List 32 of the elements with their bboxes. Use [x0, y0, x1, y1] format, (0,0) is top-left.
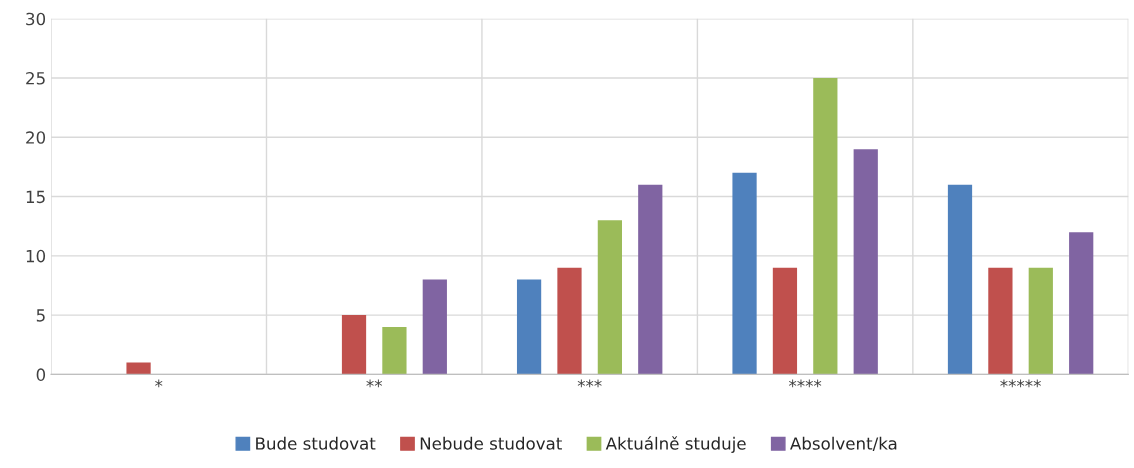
- bar: [597, 220, 622, 375]
- x-tick-label: ***: [577, 379, 602, 388]
- bar: [988, 267, 1013, 375]
- y-tick-label: 25: [26, 71, 45, 85]
- x-tick-label: ****: [788, 379, 822, 388]
- y-tick-label: 0: [36, 368, 46, 381]
- x-tick-label: **: [366, 379, 383, 388]
- bar: [947, 184, 973, 375]
- bar: [772, 267, 798, 375]
- y-tick-label: 15: [26, 190, 45, 204]
- bar: [382, 326, 407, 375]
- y-tick-label: 20: [26, 131, 46, 144]
- bar: [638, 184, 663, 375]
- bar: [422, 279, 447, 375]
- x-tick-label: *: [155, 379, 163, 388]
- legend-label: Nebude studovat: [420, 436, 562, 450]
- bar: [126, 362, 151, 375]
- legend-label: Bude studovat: [256, 436, 376, 450]
- bar: [557, 267, 582, 375]
- x-tick-label: *****: [1000, 379, 1041, 388]
- bar: [732, 172, 757, 375]
- y-tick-label: 10: [26, 249, 46, 263]
- bar: [516, 279, 542, 375]
- bar: [341, 315, 367, 375]
- bar: [1028, 267, 1053, 375]
- y-tick-label: 30: [26, 12, 46, 26]
- legend-label: Absolvent/ka: [790, 436, 897, 452]
- bar: [813, 78, 838, 375]
- y-tick-label: 5: [36, 309, 45, 322]
- legend-label: Aktuálně studuje: [605, 436, 746, 453]
- bar: [853, 149, 878, 375]
- bar: [1069, 232, 1094, 375]
